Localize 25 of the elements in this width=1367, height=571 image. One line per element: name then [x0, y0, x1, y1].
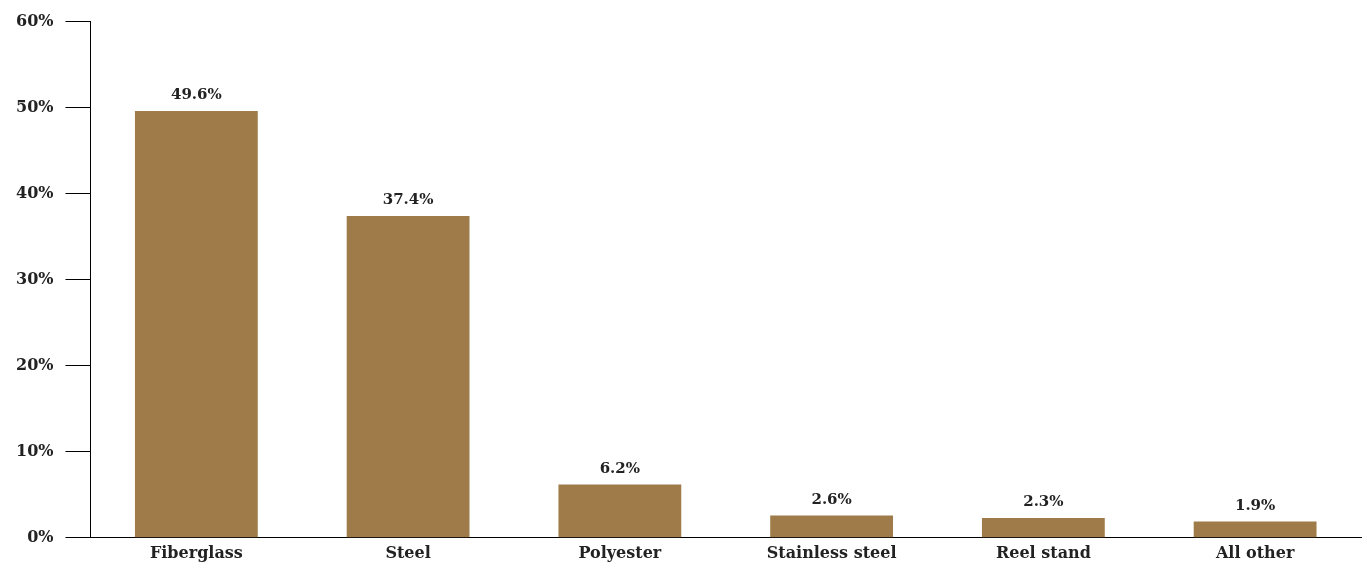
x-tick-label: Steel [385, 542, 431, 562]
x-tick-label: All other [1214, 542, 1295, 562]
y-tick-label: 30% [16, 268, 54, 288]
data-label: 6.2% [599, 458, 641, 477]
x-tick-label: Fiberglass [149, 542, 243, 562]
bar [981, 518, 1105, 538]
bar [134, 111, 258, 538]
x-tick-label: Polyester [578, 542, 662, 562]
x-tick-label: Stainless steel [766, 542, 897, 562]
y-tick-label: 10% [16, 440, 54, 460]
bar [558, 484, 682, 538]
y-tick-label: 0% [27, 526, 54, 546]
y-tick-label: 50% [16, 96, 54, 116]
y-tick-label: 60% [16, 10, 54, 30]
bar [1193, 521, 1317, 538]
bar [770, 515, 894, 538]
data-label: 37.4% [382, 190, 434, 209]
x-tick-label: Reel stand [995, 542, 1091, 562]
data-label: 1.9% [1234, 495, 1276, 514]
data-label: 2.3% [1023, 492, 1064, 511]
y-tick-label: 40% [16, 182, 54, 202]
y-tick-label: 20% [16, 354, 54, 374]
data-label: 2.6% [811, 489, 852, 508]
data-label: 49.6% [170, 85, 222, 104]
bar [346, 216, 470, 538]
